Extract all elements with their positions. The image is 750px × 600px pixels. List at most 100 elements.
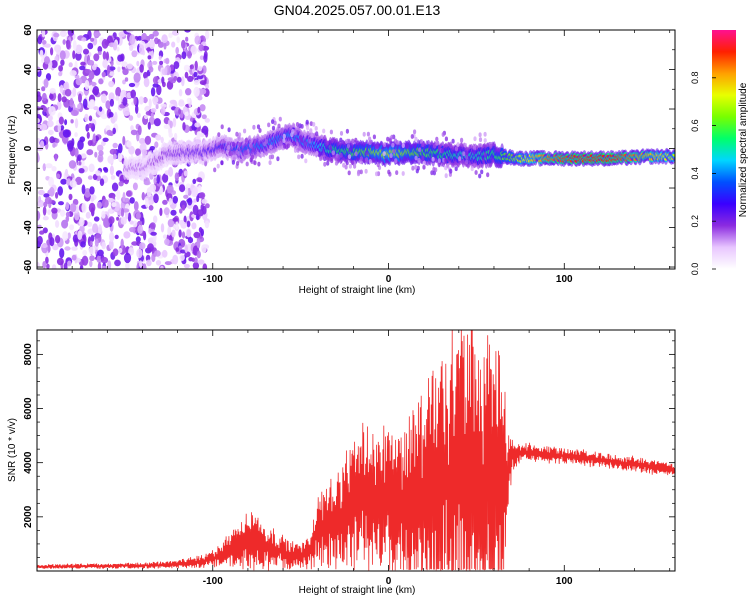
noise-blob — [193, 79, 200, 85]
noise-blob — [136, 112, 141, 119]
ridge-speckle — [312, 122, 316, 127]
noise-blob — [114, 234, 119, 240]
ridge-speckle — [345, 128, 349, 134]
noise-blob — [176, 76, 182, 83]
ridge-speckle — [362, 131, 366, 137]
ridge-speckle — [237, 151, 241, 156]
noise-blob — [115, 95, 120, 101]
noise-blob — [102, 137, 109, 142]
ridge-speckle — [402, 156, 407, 162]
noise-blob — [187, 197, 193, 206]
noise-blob — [164, 66, 168, 76]
noise-blob — [149, 146, 156, 151]
noise-blob — [193, 86, 200, 97]
noise-blob — [101, 140, 106, 147]
noise-blob — [172, 217, 179, 222]
noise-blob — [204, 220, 210, 229]
snr-x-tick-label: 0 — [386, 576, 392, 587]
noise-blob — [185, 88, 192, 96]
noise-blob — [39, 230, 45, 235]
noise-blob — [162, 173, 169, 183]
ridge-speckle — [220, 144, 224, 150]
noise-blob — [44, 43, 51, 48]
noise-blob — [39, 140, 45, 150]
noise-blob — [108, 80, 115, 88]
noise-blob — [122, 97, 128, 106]
noise-blob — [149, 222, 156, 230]
noise-blob — [43, 78, 49, 88]
noise-blob — [105, 100, 111, 110]
noise-blob — [122, 191, 126, 203]
noise-blob — [82, 98, 88, 109]
noise-blob — [101, 265, 107, 269]
ridge-speckle — [329, 129, 333, 135]
ridge-speckle — [473, 136, 477, 142]
noise-blob — [81, 202, 87, 213]
noise-blob — [126, 92, 132, 99]
noise-blob — [199, 104, 206, 112]
noise-blob — [100, 93, 107, 104]
ridge-speckle — [463, 142, 467, 148]
noise-blob — [193, 231, 201, 239]
noise-blob — [41, 30, 46, 38]
noise-blob — [168, 166, 174, 177]
noise-blob — [92, 88, 99, 94]
noise-blob — [183, 194, 189, 199]
noise-blob — [122, 135, 126, 146]
noise-blob — [69, 203, 77, 213]
ridge-speckle — [478, 132, 482, 138]
noise-blob — [148, 66, 154, 73]
ridge-speckle — [414, 165, 418, 170]
noise-blob — [78, 161, 82, 166]
ridge-speckle — [243, 128, 247, 134]
noise-blob — [190, 45, 197, 55]
ridge-speckle — [449, 143, 453, 149]
noise-blob — [90, 37, 95, 42]
noise-blob — [94, 151, 98, 158]
ridge-speckle — [391, 142, 395, 148]
noise-blob — [109, 165, 114, 176]
noise-blob — [135, 236, 141, 243]
ridge-speckle — [395, 170, 399, 176]
noise-blob — [89, 186, 95, 195]
noise-blob — [77, 230, 83, 240]
ridge-speckle — [346, 143, 351, 149]
noise-blob — [108, 239, 114, 250]
noise-blob — [98, 150, 104, 157]
noise-blob — [42, 40, 47, 45]
ridge-speckle — [298, 123, 302, 129]
noise-blob — [37, 152, 40, 163]
ridge-speckle — [308, 138, 312, 144]
noise-blob — [112, 127, 116, 135]
ridge-speckle — [300, 147, 304, 153]
noise-blob — [179, 208, 183, 214]
noise-blob — [183, 64, 190, 72]
noise-blob — [175, 221, 179, 230]
noise-blob — [87, 59, 95, 66]
ridge-speckle — [454, 146, 458, 152]
noise-blob — [64, 119, 68, 126]
ridge-speckle — [216, 163, 220, 169]
noise-blob — [193, 71, 198, 78]
noise-blob — [169, 120, 173, 129]
noise-blob — [58, 116, 64, 125]
ridge-speckle — [401, 143, 405, 149]
noise-blob — [83, 48, 89, 55]
noise-blob — [42, 206, 47, 216]
spectrogram-y-tick-label: 40 — [23, 64, 34, 76]
noise-blob — [52, 243, 59, 251]
ridge-speckle — [309, 121, 313, 126]
ridge-speckle — [386, 136, 390, 142]
ridge-speckle — [329, 145, 333, 151]
noise-blob — [88, 115, 93, 122]
ridge-speckle — [376, 162, 380, 168]
noise-blob — [70, 109, 79, 116]
ridge-speckle — [483, 152, 487, 158]
ridge-speckle — [299, 135, 303, 141]
colorbar-label: Normalized spectral amplitude — [738, 82, 749, 217]
noise-blob — [126, 30, 134, 33]
noise-blob — [139, 64, 144, 73]
ridge-speckle — [472, 149, 476, 155]
ridge-speckle — [227, 144, 231, 150]
noise-blob — [117, 97, 122, 107]
